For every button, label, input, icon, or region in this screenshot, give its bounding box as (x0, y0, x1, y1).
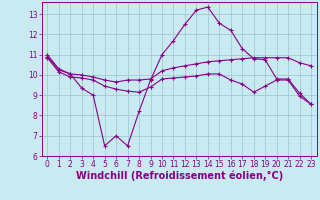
X-axis label: Windchill (Refroidissement éolien,°C): Windchill (Refroidissement éolien,°C) (76, 171, 283, 181)
